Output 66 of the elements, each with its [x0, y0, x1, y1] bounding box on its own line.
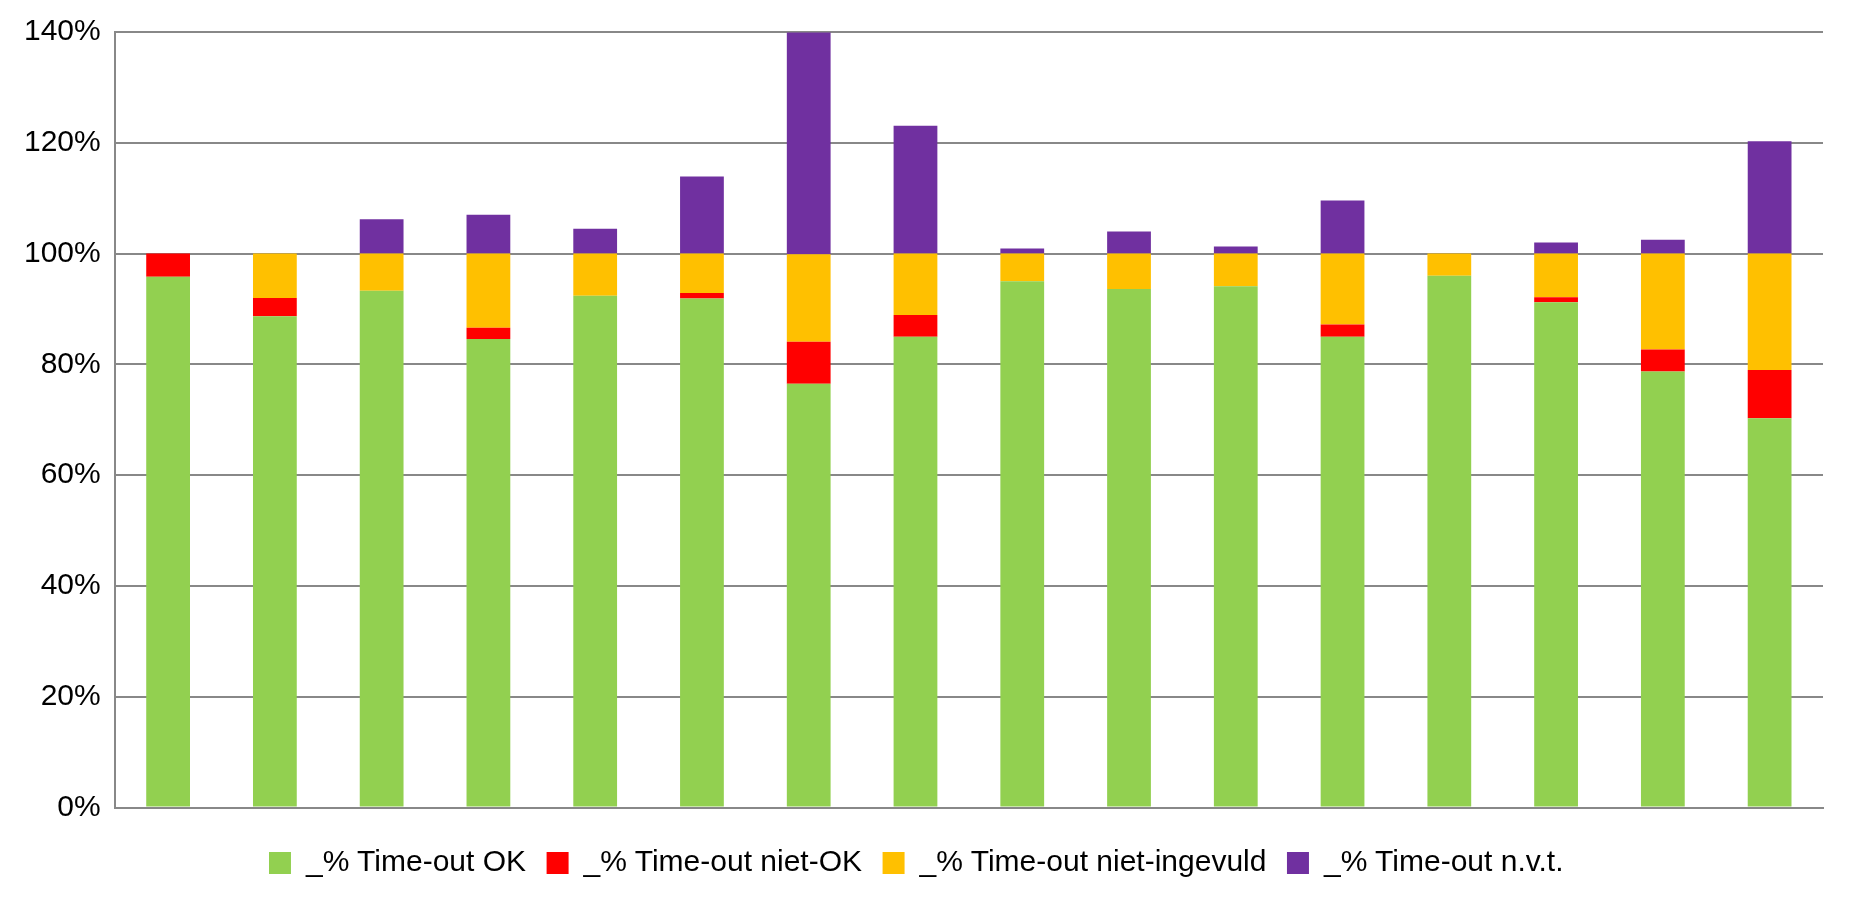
bar [1640, 371, 1685, 807]
bar [146, 276, 190, 807]
bar [1320, 253, 1365, 325]
bar [1534, 297, 1578, 303]
bar [1640, 349, 1685, 372]
legend-label: _% Time-out niet-ingevuld [918, 844, 1267, 878]
bar [252, 253, 297, 298]
y-tick-label: 20% [40, 678, 101, 712]
y-tick-label: 140% [23, 13, 101, 47]
bar [1747, 253, 1792, 370]
bar [1427, 275, 1472, 807]
y-tick-label: 40% [40, 567, 101, 601]
y-tick-label: 80% [40, 345, 101, 379]
bar [1213, 253, 1258, 287]
bar [893, 253, 938, 316]
y-tick-label: 0% [57, 788, 101, 822]
bar [359, 253, 404, 291]
bar [786, 254, 831, 342]
bar [1320, 200, 1365, 254]
bar [1213, 246, 1258, 254]
bar [1000, 253, 1045, 282]
bar [893, 336, 938, 807]
bar [573, 253, 618, 296]
legend-label: _% Time-out niet-OK [582, 844, 863, 878]
y-tick-label: 120% [23, 124, 101, 158]
bar [146, 253, 190, 277]
bar [252, 316, 297, 807]
bar [1107, 289, 1151, 807]
bar [466, 327, 511, 339]
bar [1534, 242, 1578, 254]
legend-label: _% Time-out n.v.t. [1322, 844, 1564, 878]
bar [466, 338, 511, 807]
bar [786, 32, 831, 255]
bar [680, 298, 724, 807]
bar [1320, 336, 1365, 807]
bar [680, 292, 724, 299]
bar [786, 383, 831, 807]
bar [1534, 302, 1578, 807]
bar [573, 295, 618, 807]
bar [1640, 253, 1685, 350]
bar [1320, 324, 1365, 337]
bar [786, 341, 831, 384]
bar [1427, 253, 1472, 276]
bar [1640, 239, 1685, 254]
y-tick-label: 60% [40, 456, 101, 490]
bar [359, 290, 404, 807]
y-tick-label: 100% [23, 234, 101, 268]
bar [466, 214, 511, 254]
bar [252, 297, 297, 317]
bar [1107, 231, 1151, 254]
bar [893, 315, 938, 337]
bar [1000, 281, 1045, 807]
bar [1107, 253, 1151, 290]
bar [1747, 369, 1792, 419]
legend-label: _% Time-out OK [304, 844, 527, 878]
bar [573, 228, 618, 254]
bar [1000, 248, 1045, 254]
bar [466, 253, 511, 328]
bar [1534, 253, 1578, 298]
bar [1213, 286, 1258, 807]
bar [1747, 141, 1792, 254]
bar [1747, 418, 1792, 807]
bar [680, 176, 724, 254]
bar [359, 219, 404, 254]
bar [893, 125, 938, 254]
bar [680, 253, 724, 293]
